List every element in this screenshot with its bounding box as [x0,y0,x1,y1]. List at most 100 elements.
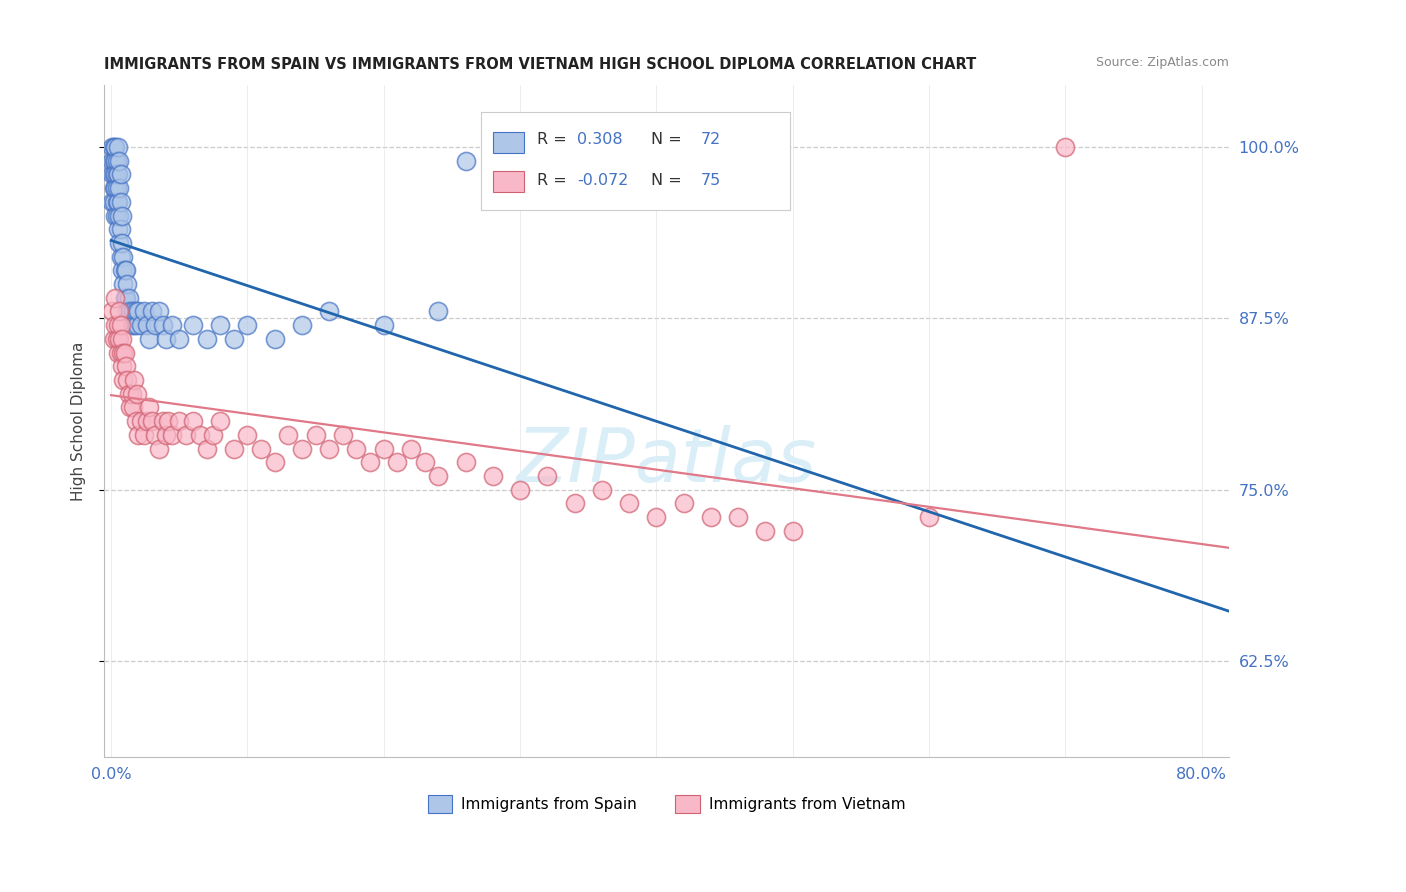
Legend: Immigrants from Spain, Immigrants from Vietnam: Immigrants from Spain, Immigrants from V… [427,796,905,814]
Point [117,373,139,387]
Point [118,386,141,401]
Point [427,304,450,318]
Point [918,510,941,524]
Point [107,318,129,333]
Point [155,427,177,442]
Point [143,427,166,442]
Point [101,153,124,168]
Point [114,345,136,359]
Point [104,181,127,195]
Point [672,496,695,510]
Point [103,140,125,154]
Point [108,209,131,223]
Point [129,414,152,428]
Point [373,442,395,456]
Point [277,427,299,442]
Point [263,455,285,469]
Point [115,263,138,277]
Point [222,442,245,456]
Point [250,442,273,456]
Point [110,168,132,182]
Point [222,332,245,346]
Point [124,414,146,428]
Point [132,304,155,318]
Point [101,304,124,318]
Point [127,427,149,442]
Point [104,153,127,168]
Point [143,318,166,333]
Point [103,181,125,195]
Point [454,455,477,469]
Point [107,345,129,359]
Point [236,318,259,333]
Point [112,250,135,264]
Point [105,209,128,223]
Point [117,304,139,318]
Point [157,414,180,428]
Point [108,153,131,168]
Point [427,469,450,483]
Point [110,194,132,209]
Point [263,332,285,346]
Point [120,401,142,415]
Point [291,318,314,333]
Point [110,250,132,264]
Point [162,318,184,333]
Point [112,277,135,291]
Point [181,414,204,428]
Point [101,140,124,154]
Point [373,318,395,333]
Point [155,332,177,346]
Point [413,455,436,469]
Point [169,414,191,428]
Point [103,194,125,209]
Point [318,442,340,456]
Point [104,168,127,182]
Point [209,318,232,333]
Point [127,304,149,318]
Point [152,318,174,333]
Point [120,304,142,318]
Point [112,373,135,387]
Point [346,442,368,456]
Point [141,414,163,428]
Point [108,304,131,318]
Point [111,359,134,374]
Point [105,168,128,182]
Point [291,442,314,456]
Point [105,181,128,195]
Point [700,510,723,524]
Point [141,304,163,318]
Point [181,318,204,333]
Point [135,318,157,333]
Point [110,345,132,359]
Point [103,168,125,182]
Point [104,140,127,154]
Text: Source: ZipAtlas.com: Source: ZipAtlas.com [1097,55,1229,69]
Point [124,304,146,318]
Point [782,524,804,538]
Point [727,510,749,524]
Point [174,427,197,442]
Point [132,427,155,442]
Point [202,427,225,442]
Y-axis label: High School Diploma: High School Diploma [72,342,86,500]
Point [122,401,145,415]
Text: ZIPatlas: ZIPatlas [516,425,817,498]
Point [110,222,132,236]
Point [332,427,354,442]
Point [111,209,134,223]
Point [1054,140,1077,154]
Point [111,332,134,346]
Point [105,153,128,168]
Point [108,332,131,346]
Point [304,427,326,442]
Point [481,469,503,483]
Point [188,427,211,442]
Point [125,386,148,401]
Point [107,168,129,182]
Point [101,168,124,182]
Point [318,304,340,318]
Point [108,235,131,250]
Point [152,414,174,428]
